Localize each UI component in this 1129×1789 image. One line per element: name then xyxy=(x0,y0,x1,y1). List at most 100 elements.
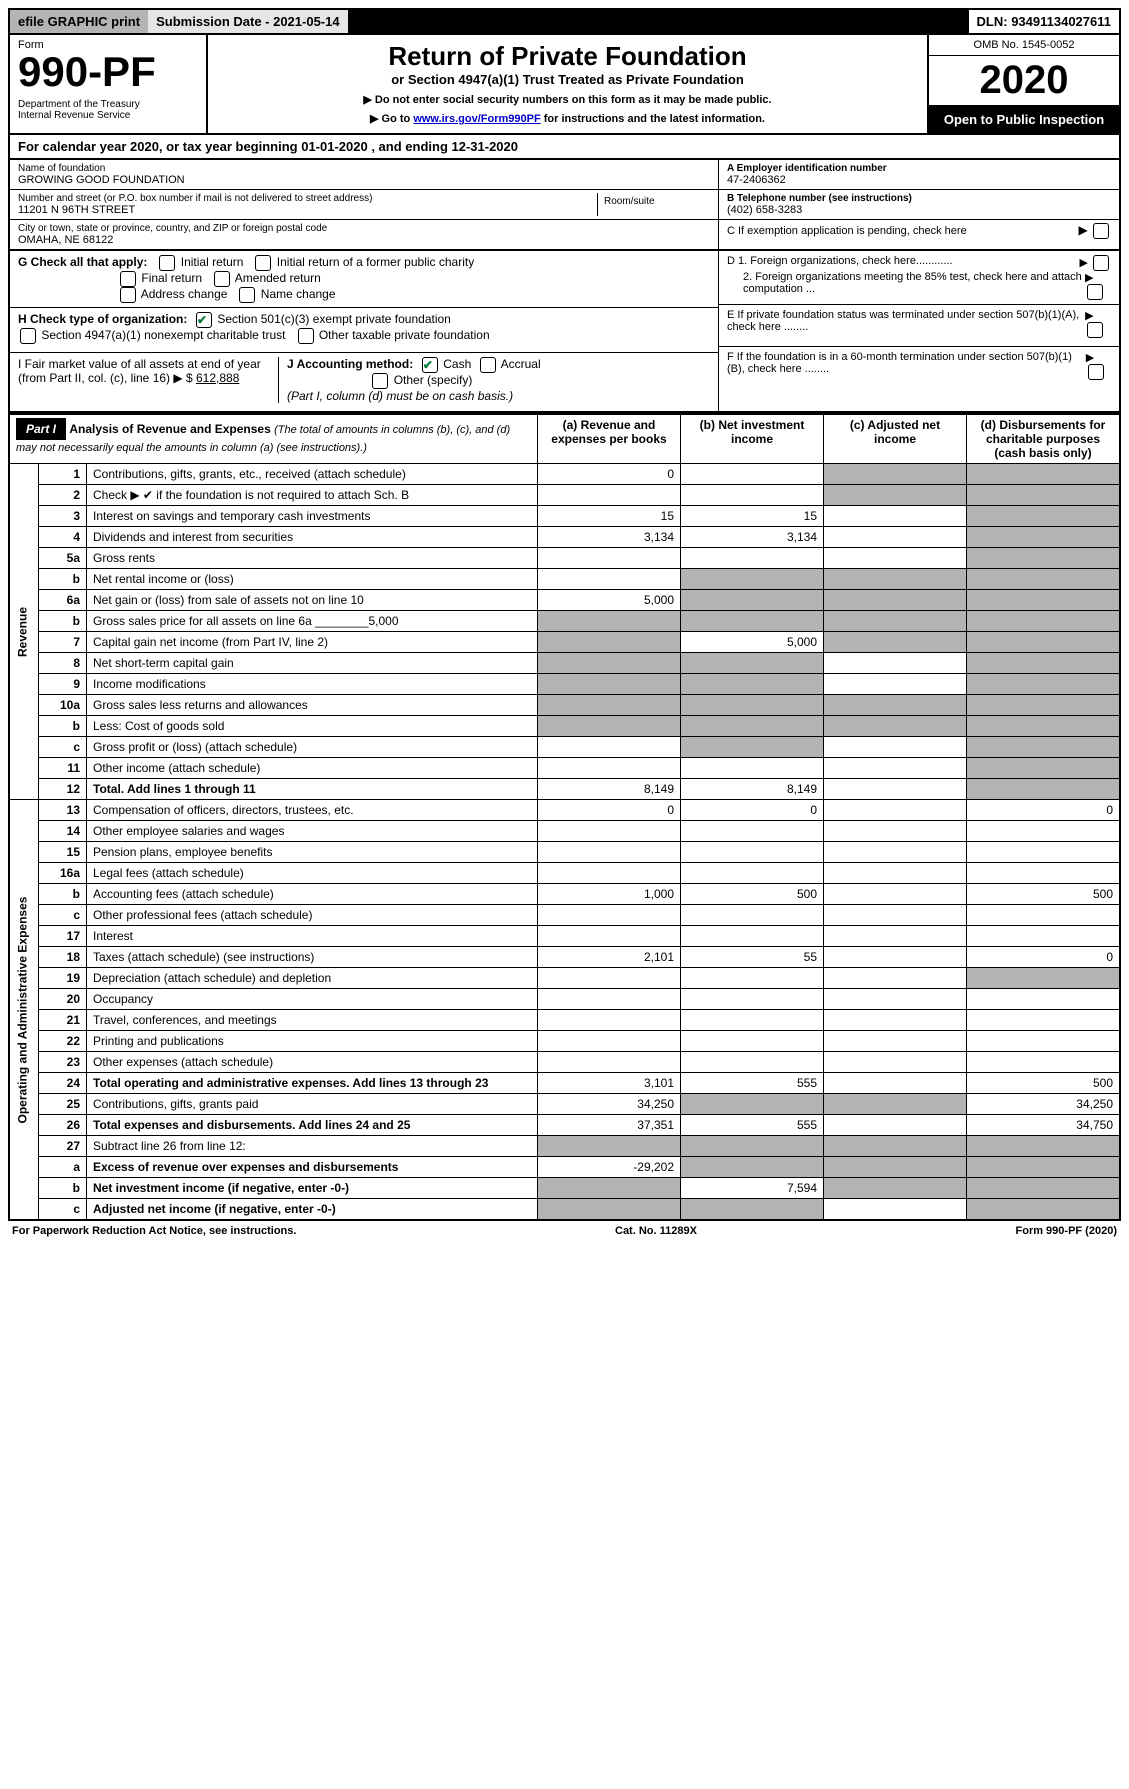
address-change-checkbox[interactable] xyxy=(120,287,136,303)
e-checkbox[interactable] xyxy=(1087,322,1103,338)
amount-cell xyxy=(967,905,1121,926)
final-return-checkbox[interactable] xyxy=(120,271,136,287)
initial-return-public-checkbox[interactable] xyxy=(255,255,271,271)
line-desc: Depreciation (attach schedule) and deple… xyxy=(87,968,538,989)
initial-return-checkbox[interactable] xyxy=(159,255,175,271)
amount-cell xyxy=(824,737,967,758)
line-number: 21 xyxy=(39,1010,87,1031)
line-desc: Travel, conferences, and meetings xyxy=(87,1010,538,1031)
col-a-header: (a) Revenue and expenses per books xyxy=(538,414,681,464)
amount-cell: 15 xyxy=(681,506,824,527)
amount-cell: 7,594 xyxy=(681,1178,824,1199)
ein-value: 47-2406362 xyxy=(727,174,1111,186)
line-number: b xyxy=(39,611,87,632)
amount-cell xyxy=(967,569,1121,590)
amount-cell xyxy=(967,821,1121,842)
name-change-checkbox[interactable] xyxy=(239,287,255,303)
amount-cell xyxy=(681,968,824,989)
table-row: 18Taxes (attach schedule) (see instructi… xyxy=(9,947,1120,968)
amount-cell: 0 xyxy=(967,947,1121,968)
amount-cell: 500 xyxy=(967,1073,1121,1094)
amount-cell: 34,750 xyxy=(967,1115,1121,1136)
amount-cell xyxy=(538,716,681,737)
501c3-checkbox[interactable]: ✔ xyxy=(196,312,212,328)
page-footer: For Paperwork Reduction Act Notice, see … xyxy=(8,1221,1121,1241)
amount-cell: 34,250 xyxy=(967,1094,1121,1115)
line-desc: Capital gain net income (from Part IV, l… xyxy=(87,632,538,653)
amount-cell xyxy=(824,842,967,863)
line-number: 22 xyxy=(39,1031,87,1052)
amount-cell xyxy=(681,569,824,590)
section-c-checkbox[interactable] xyxy=(1093,223,1109,239)
amount-cell xyxy=(967,590,1121,611)
line-number: 9 xyxy=(39,674,87,695)
amount-cell xyxy=(538,1199,681,1221)
paperwork-notice: For Paperwork Reduction Act Notice, see … xyxy=(12,1225,296,1237)
table-row: bLess: Cost of goods sold xyxy=(9,716,1120,737)
amount-cell xyxy=(681,737,824,758)
line-desc: Gross sales less returns and allowances xyxy=(87,695,538,716)
line-desc: Contributions, gifts, grants paid xyxy=(87,1094,538,1115)
irs-link[interactable]: www.irs.gov/Form990PF xyxy=(413,113,540,125)
table-row: bNet investment income (if negative, ent… xyxy=(9,1178,1120,1199)
table-row: Revenue1Contributions, gifts, grants, et… xyxy=(9,464,1120,485)
amount-cell: 555 xyxy=(681,1115,824,1136)
other-method-checkbox[interactable] xyxy=(372,373,388,389)
amount-cell xyxy=(538,905,681,926)
line-number: 6a xyxy=(39,590,87,611)
other-taxable-checkbox[interactable] xyxy=(298,328,314,344)
foundation-name-label: Name of foundation xyxy=(18,163,710,174)
amount-cell xyxy=(967,611,1121,632)
amount-cell xyxy=(967,842,1121,863)
foundation-name: GROWING GOOD FOUNDATION xyxy=(18,174,710,186)
line-desc: Total. Add lines 1 through 11 xyxy=(87,779,538,800)
amount-cell xyxy=(824,485,967,506)
line-desc: Net investment income (if negative, ente… xyxy=(87,1178,538,1199)
amount-cell xyxy=(681,905,824,926)
amount-cell: 0 xyxy=(538,464,681,485)
instruction-line-1: ▶ Do not enter social security numbers o… xyxy=(214,93,921,106)
col-b-header: (b) Net investment income xyxy=(681,414,824,464)
line-number: 3 xyxy=(39,506,87,527)
section-j-label: J Accounting method: xyxy=(287,357,413,371)
accrual-checkbox[interactable] xyxy=(480,357,496,373)
table-row: cGross profit or (loss) (attach schedule… xyxy=(9,737,1120,758)
d1-checkbox[interactable] xyxy=(1093,255,1109,271)
4947-checkbox[interactable] xyxy=(20,328,36,344)
line-desc: Subtract line 26 from line 12: xyxy=(87,1136,538,1157)
amount-cell xyxy=(967,1052,1121,1073)
section-f-label: F If the foundation is in a 60-month ter… xyxy=(727,351,1086,375)
amount-cell xyxy=(681,653,824,674)
amount-cell xyxy=(824,1094,967,1115)
amount-cell xyxy=(681,758,824,779)
amount-cell xyxy=(681,1031,824,1052)
amount-cell xyxy=(681,464,824,485)
amount-cell xyxy=(681,674,824,695)
amount-cell xyxy=(538,968,681,989)
amount-cell: 0 xyxy=(967,800,1121,821)
form-ref: Form 990-PF (2020) xyxy=(1016,1225,1117,1237)
section-g-label: G Check all that apply: xyxy=(18,255,147,269)
line-desc: Occupancy xyxy=(87,989,538,1010)
amount-cell: 37,351 xyxy=(538,1115,681,1136)
line-number: c xyxy=(39,1199,87,1221)
table-row: 19Depreciation (attach schedule) and dep… xyxy=(9,968,1120,989)
cash-checkbox[interactable]: ✔ xyxy=(422,357,438,373)
expenses-side-label: Operating and Administrative Expenses xyxy=(9,800,39,1221)
amount-cell xyxy=(967,779,1121,800)
amount-cell: 5,000 xyxy=(681,632,824,653)
line-number: 13 xyxy=(39,800,87,821)
amount-cell: 0 xyxy=(681,800,824,821)
amount-cell: 500 xyxy=(681,884,824,905)
amount-cell xyxy=(681,842,824,863)
amount-cell xyxy=(538,632,681,653)
f-checkbox[interactable] xyxy=(1088,364,1104,380)
amended-return-checkbox[interactable] xyxy=(214,271,230,287)
amount-cell: 500 xyxy=(967,884,1121,905)
line-desc: Net gain or (loss) from sale of assets n… xyxy=(87,590,538,611)
d2-checkbox[interactable] xyxy=(1087,284,1103,300)
line-number: 10a xyxy=(39,695,87,716)
amount-cell xyxy=(538,737,681,758)
line-number: 14 xyxy=(39,821,87,842)
line-number: 1 xyxy=(39,464,87,485)
